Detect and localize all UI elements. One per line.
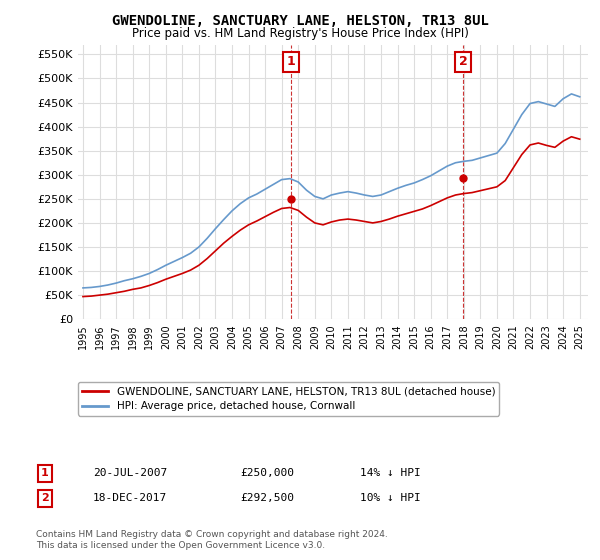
Text: 2: 2 <box>459 55 467 68</box>
Text: 1: 1 <box>286 55 295 68</box>
Text: This data is licensed under the Open Government Licence v3.0.: This data is licensed under the Open Gov… <box>36 541 325 550</box>
Text: Price paid vs. HM Land Registry's House Price Index (HPI): Price paid vs. HM Land Registry's House … <box>131 27 469 40</box>
Text: 1: 1 <box>41 468 49 478</box>
Text: 10% ↓ HPI: 10% ↓ HPI <box>360 493 421 503</box>
Text: 14% ↓ HPI: 14% ↓ HPI <box>360 468 421 478</box>
Text: £292,500: £292,500 <box>240 493 294 503</box>
Text: 18-DEC-2017: 18-DEC-2017 <box>93 493 167 503</box>
Text: £250,000: £250,000 <box>240 468 294 478</box>
Text: 2: 2 <box>41 493 49 503</box>
Legend: GWENDOLINE, SANCTUARY LANE, HELSTON, TR13 8UL (detached house), HPI: Average pri: GWENDOLINE, SANCTUARY LANE, HELSTON, TR1… <box>78 382 499 416</box>
Text: 20-JUL-2007: 20-JUL-2007 <box>93 468 167 478</box>
Text: Contains HM Land Registry data © Crown copyright and database right 2024.: Contains HM Land Registry data © Crown c… <box>36 530 388 539</box>
Text: GWENDOLINE, SANCTUARY LANE, HELSTON, TR13 8UL: GWENDOLINE, SANCTUARY LANE, HELSTON, TR1… <box>112 14 488 28</box>
